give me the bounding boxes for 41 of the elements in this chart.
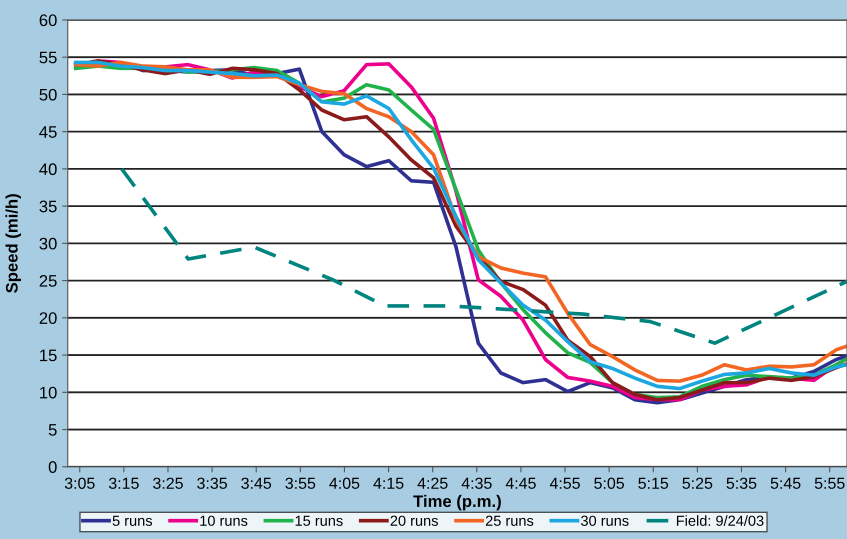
x-tick-label: 5:35: [726, 478, 756, 489]
x-tick-label: 3:05: [64, 478, 95, 489]
legend-label: 30 runs: [581, 516, 629, 526]
y-tick-label: 15: [40, 350, 57, 362]
x-tick-label: 3:45: [241, 478, 272, 489]
legend-label: 10 runs: [200, 516, 248, 526]
x-tick-label: 4:45: [506, 478, 536, 489]
y-tick-label: 20: [40, 312, 57, 324]
line-series: [120, 167, 847, 345]
y-tick-label: 25: [40, 274, 57, 287]
x-tick-label: 4:05: [329, 478, 360, 489]
y-axis-title: Speed (mi/h): [5, 194, 22, 293]
x-tick-label: 5:15: [638, 478, 668, 489]
x-tick-label: 4:25: [418, 478, 448, 489]
y-tick-label: 0: [48, 461, 57, 473]
y-tick-label: 45: [39, 126, 57, 138]
x-tick-label: 4:55: [550, 478, 580, 489]
x-tick-label: 3:25: [153, 478, 183, 489]
x-tick-label: 5:25: [682, 478, 712, 489]
legend-label: 5 runs: [112, 516, 152, 526]
x-axis-title: Time (p.m.): [413, 494, 501, 510]
y-tick-label: 55: [39, 52, 57, 64]
legend-label: 15 runs: [296, 516, 343, 526]
y-tick-label: 5: [48, 424, 57, 436]
x-tick-label: 4:35: [462, 478, 492, 489]
legend-label: Field: 9/24/03: [676, 515, 764, 526]
x-tick-label: 5:05: [594, 478, 624, 489]
x-tick-label: 3:35: [197, 478, 227, 489]
y-tick-label: 30: [39, 238, 57, 250]
x-tick-label: 5:55: [814, 478, 845, 489]
y-tick-label: 60: [40, 14, 57, 26]
x-tick-label: 4:15: [373, 478, 404, 489]
y-tick-label: 40: [39, 163, 57, 176]
legend-label: 25 runs: [486, 516, 534, 526]
x-tick-label: 3:15: [108, 478, 139, 489]
x-tick-label: 3:55: [285, 478, 316, 489]
y-tick-label: 35: [39, 200, 57, 212]
legend-label: 20 runs: [390, 516, 438, 526]
x-tick-label: 5:45: [770, 478, 800, 489]
y-tick-label: 50: [39, 88, 57, 101]
y-tick-label: 10: [40, 386, 57, 399]
